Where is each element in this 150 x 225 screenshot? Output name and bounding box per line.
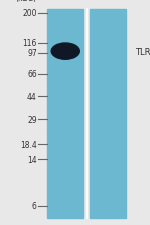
Text: 2: 2 <box>105 224 111 225</box>
Ellipse shape <box>51 44 79 60</box>
Text: TLR4: TLR4 <box>135 47 150 56</box>
Text: 44: 44 <box>27 92 37 101</box>
Text: 116: 116 <box>22 39 37 48</box>
Text: 14: 14 <box>27 155 37 164</box>
Text: 66: 66 <box>27 70 37 79</box>
Text: (kDa): (kDa) <box>16 0 37 3</box>
Text: 18.4: 18.4 <box>20 140 37 149</box>
Bar <box>90 10 126 218</box>
Bar <box>47 10 83 218</box>
Text: 6: 6 <box>32 202 37 211</box>
Text: 200: 200 <box>22 9 37 18</box>
Text: 1: 1 <box>63 224 68 225</box>
Text: 29: 29 <box>27 115 37 124</box>
Text: 97: 97 <box>27 49 37 58</box>
